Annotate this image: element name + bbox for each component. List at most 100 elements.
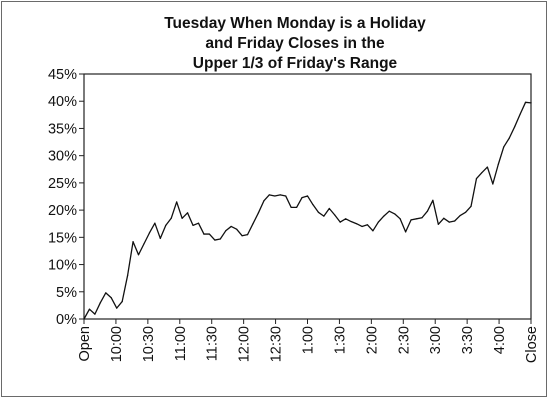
data-point — [181, 217, 183, 219]
data-point — [366, 224, 369, 226]
data-point — [492, 183, 494, 185]
data-point — [470, 205, 472, 207]
data-point — [372, 230, 374, 232]
x-tick-label: 10:30 — [141, 326, 157, 362]
data-point — [214, 239, 216, 241]
x-tick-label: 12:30 — [269, 326, 285, 362]
data-point — [285, 195, 287, 197]
chart-title-line-2: and Friday Closes in the — [205, 35, 385, 52]
data-point — [225, 230, 227, 232]
data-point — [464, 211, 467, 213]
data-point — [197, 222, 200, 224]
x-axis-ticks: Open 10:00 10:30 11:00 11:30 12:00 12:30 1:00 1:… — [77, 319, 540, 363]
data-point — [394, 213, 396, 215]
data-point — [497, 163, 499, 165]
data-point — [334, 214, 336, 216]
data-point — [486, 166, 488, 168]
data-point — [132, 241, 134, 243]
data-point — [432, 199, 434, 201]
data-point — [524, 101, 527, 103]
data-point — [475, 177, 478, 180]
data-point — [454, 220, 456, 222]
data-point — [519, 113, 521, 115]
data-point — [165, 224, 167, 226]
data-point — [290, 206, 292, 208]
plot-area — [83, 101, 532, 320]
data-point — [83, 318, 85, 320]
data-point — [241, 235, 243, 237]
data-point — [230, 225, 232, 228]
x-tick-label: Close — [524, 326, 540, 363]
y-tick-label: 30% — [48, 149, 77, 165]
chart-title: Tuesday When Monday is a Holiday and Fri… — [164, 15, 426, 72]
data-point — [203, 233, 205, 235]
x-tick-label: 10:00 — [109, 326, 125, 362]
data-point — [306, 195, 309, 197]
data-point — [377, 221, 379, 223]
data-point — [186, 212, 189, 214]
y-tick-label: 45% — [48, 67, 77, 83]
data-point — [410, 219, 412, 221]
data-point — [219, 238, 221, 240]
y-tick-label: 25% — [48, 176, 77, 192]
x-tick-label: 2:30 — [396, 326, 412, 354]
data-point — [459, 214, 461, 217]
data-point — [105, 292, 107, 294]
x-tick-label: 11:00 — [173, 326, 189, 361]
data-point — [514, 126, 516, 128]
data-point — [361, 225, 363, 228]
data-point — [246, 234, 249, 236]
data-point — [355, 223, 358, 225]
data-point — [530, 102, 532, 104]
data-point — [405, 231, 407, 233]
y-tick-label: 0% — [56, 312, 77, 328]
data-point — [268, 194, 270, 196]
data-point — [154, 222, 156, 224]
data-point — [301, 196, 303, 199]
data-point — [317, 211, 320, 213]
chart-title-line-1: Tuesday When Monday is a Holiday — [164, 15, 426, 32]
x-tick-label: Open — [77, 326, 93, 361]
data-point — [257, 212, 260, 214]
data-point — [399, 218, 401, 220]
data-point — [236, 228, 238, 230]
series-line — [83, 101, 532, 320]
data-point — [323, 215, 325, 217]
data-point — [137, 254, 140, 256]
data-point — [508, 137, 510, 139]
data-point — [127, 274, 129, 277]
y-tick-label: 5% — [56, 285, 77, 301]
data-point — [176, 201, 178, 203]
data-point — [421, 217, 423, 219]
x-tick-label: 2:00 — [364, 326, 380, 354]
data-point — [148, 232, 151, 234]
data-point — [116, 307, 118, 309]
data-point — [388, 210, 390, 212]
data-point — [415, 218, 418, 220]
data-point — [312, 204, 314, 206]
data-point — [110, 297, 112, 299]
data-point — [99, 302, 101, 304]
data-point — [295, 206, 298, 208]
x-tick-label: 12:00 — [237, 326, 253, 362]
data-point — [252, 223, 254, 225]
data-point — [437, 223, 439, 225]
data-point — [503, 146, 505, 148]
data-point — [94, 313, 96, 315]
x-tick-label: 11:30 — [205, 326, 221, 361]
data-point — [383, 215, 385, 217]
x-tick-label: 3:30 — [460, 326, 476, 354]
x-tick-label: 1:30 — [332, 326, 348, 354]
data-point — [345, 218, 347, 220]
data-point — [121, 300, 123, 303]
y-tick-label: 40% — [48, 94, 77, 110]
y-axis-ticks: 0% 5% 10% 15% 20% 25% 30% 35% 40% 45% — [48, 67, 84, 328]
x-tick-label: 4:00 — [492, 326, 508, 354]
data-point — [279, 194, 281, 196]
chart-title-line-3: Upper 1/3 of Friday's Range — [193, 55, 398, 72]
data-point — [143, 243, 145, 245]
y-tick-label: 35% — [48, 121, 77, 137]
y-tick-label: 20% — [48, 203, 77, 219]
